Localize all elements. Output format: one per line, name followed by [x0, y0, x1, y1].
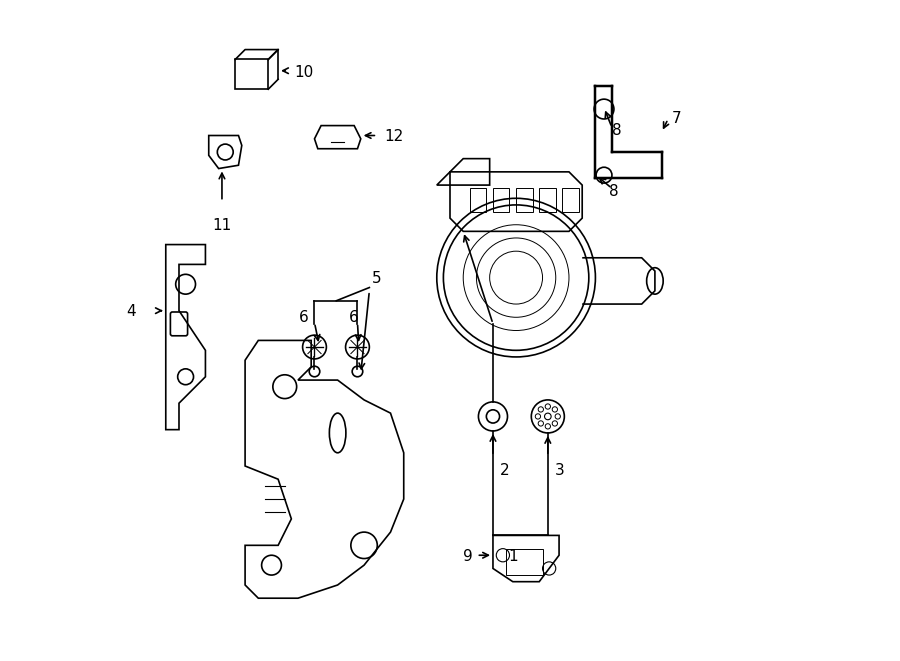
Text: 5: 5 [372, 271, 382, 286]
Text: 6: 6 [349, 310, 359, 325]
Text: 8: 8 [608, 184, 618, 199]
Text: 12: 12 [384, 130, 403, 144]
Text: 6: 6 [299, 310, 308, 325]
Text: 2: 2 [500, 463, 509, 478]
Bar [493, 188, 509, 212]
Text: 4: 4 [126, 305, 136, 319]
Bar [516, 188, 533, 212]
Bar [506, 549, 543, 575]
Bar [470, 188, 486, 212]
Bar [562, 188, 579, 212]
Text: 10: 10 [294, 65, 314, 80]
Text: 8: 8 [612, 124, 622, 138]
Text: 1: 1 [508, 549, 518, 564]
Text: 7: 7 [671, 112, 681, 126]
Bar [539, 188, 556, 212]
Text: 3: 3 [554, 463, 564, 478]
Text: 11: 11 [212, 218, 231, 233]
Text: 9: 9 [464, 549, 473, 564]
